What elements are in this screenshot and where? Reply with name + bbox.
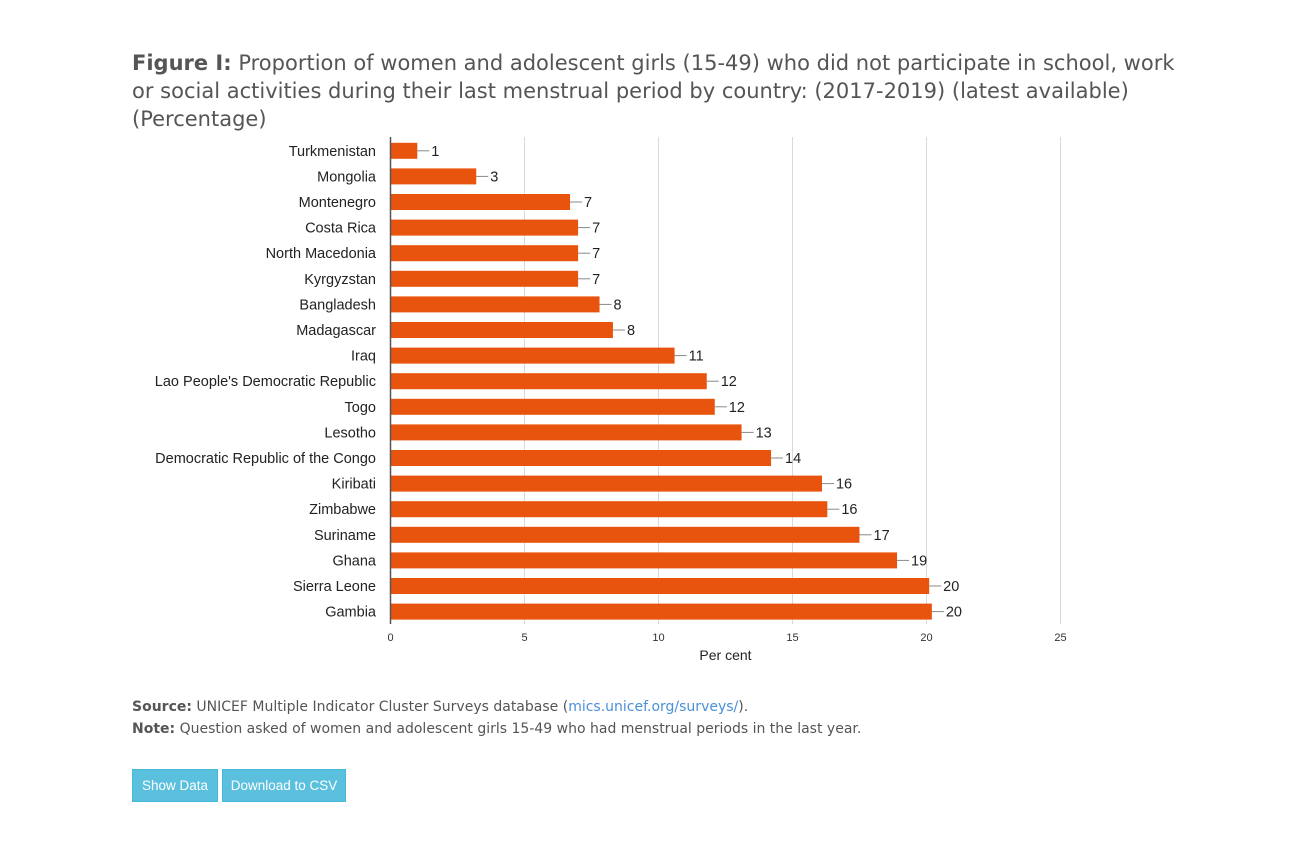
category-label: Kyrgyzstan: [304, 272, 376, 288]
data-label: 13: [756, 425, 772, 441]
category-label: Ghana: [332, 553, 376, 569]
data-label: 8: [614, 297, 622, 313]
bar: [390, 270, 579, 287]
x-tick-label: 20: [920, 632, 932, 644]
category-label: Suriname: [314, 528, 376, 544]
bar: [390, 296, 600, 313]
bar: [390, 501, 828, 518]
x-axis-title: Per cent: [699, 647, 751, 663]
category-label: Gambia: [325, 605, 377, 621]
note-label: Note:: [132, 721, 176, 737]
x-tick-label: 10: [652, 632, 664, 644]
category-label: Lao People's Democratic Republic: [155, 374, 376, 390]
bar: [390, 142, 418, 159]
bar-chart: Turkmenistan 1 Mongolia 3 Montenegro 7 Costa R…: [155, 137, 1067, 663]
x-tick-label: 25: [1054, 632, 1066, 644]
bar: [390, 603, 932, 620]
source-line: Source: UNICEF Multiple Indicator Cluste…: [132, 696, 861, 718]
note-text: Question asked of women and adolescent g…: [179, 721, 862, 737]
category-label: Turkmenistan: [289, 144, 376, 160]
bar: [390, 475, 822, 492]
category-label: Zimbabwe: [309, 502, 376, 518]
x-tick-label: 5: [521, 632, 527, 644]
bar: [390, 168, 477, 185]
bar: [390, 194, 571, 210]
data-label: 11: [689, 349, 704, 365]
category-label: Kiribati: [332, 477, 376, 493]
data-label: 7: [592, 221, 600, 237]
bar: [390, 322, 613, 338]
source-text: UNICEF Multiple Indicator Cluster Survey…: [196, 699, 569, 715]
show-data-button[interactable]: Show Data: [132, 769, 218, 802]
data-label: 12: [721, 374, 737, 390]
x-tick-label: 15: [786, 632, 798, 644]
category-label: Costa Rica: [305, 221, 377, 237]
category-label: Madagascar: [296, 323, 376, 339]
data-label: 7: [592, 246, 600, 262]
category-label: North Macedonia: [266, 246, 377, 262]
data-label: 7: [592, 272, 600, 288]
source-link[interactable]: mics.unicef.org/surveys/: [568, 699, 739, 715]
bar: [390, 347, 675, 364]
data-label: 3: [490, 169, 498, 185]
data-label: 14: [785, 451, 801, 467]
figure-title-text: Proportion of women and adolescent girls…: [132, 51, 1175, 131]
data-label: 12: [729, 400, 745, 416]
data-label: 19: [911, 553, 927, 569]
figure-title: Figure I: Proportion of women and adoles…: [132, 49, 1192, 133]
data-label: 7: [584, 195, 592, 211]
x-tick-label: 0: [387, 632, 393, 644]
category-label: Lesotho: [324, 425, 376, 441]
chart-notes: Source: UNICEF Multiple Indicator Cluste…: [132, 696, 861, 740]
data-label: 16: [836, 477, 852, 493]
bar: [390, 424, 742, 441]
bar: [390, 552, 898, 569]
bar: [390, 219, 579, 236]
category-label: Mongolia: [317, 169, 377, 185]
data-label: 20: [946, 605, 962, 621]
category-label: Montenegro: [299, 195, 376, 211]
bar: [390, 578, 930, 594]
category-label: Bangladesh: [299, 297, 376, 313]
source-text-end: ).: [738, 699, 749, 715]
source-label: Source:: [132, 699, 192, 715]
category-label: Iraq: [351, 349, 376, 365]
data-label: 16: [841, 502, 857, 518]
bar: [390, 526, 860, 543]
category-label: Togo: [345, 400, 376, 416]
data-label: 20: [943, 579, 959, 595]
data-label: 17: [874, 528, 890, 544]
bar: [390, 450, 772, 466]
download-csv-button[interactable]: Download to CSV: [222, 769, 346, 802]
bar: [390, 398, 715, 415]
figure-title-lead: Figure I:: [132, 51, 232, 75]
data-label: 8: [627, 323, 635, 339]
data-label: 1: [431, 144, 439, 160]
bar: [390, 245, 579, 262]
bar: [390, 373, 707, 390]
category-label: Democratic Republic of the Congo: [155, 451, 376, 467]
note-line: Note: Question asked of women and adoles…: [132, 718, 861, 740]
category-label: Sierra Leone: [293, 579, 376, 595]
